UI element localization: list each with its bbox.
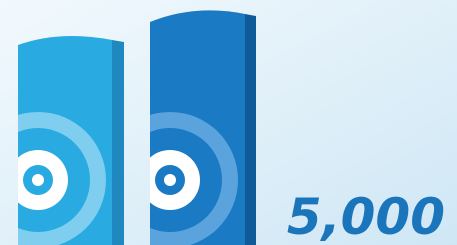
left-edge (112, 40, 124, 245)
count-label: 5,000 (287, 188, 445, 245)
illustration: 5,000 (0, 0, 457, 245)
center-dot (164, 174, 176, 186)
left-icon (0, 36, 124, 245)
center-dot (32, 174, 44, 186)
right-edge (245, 14, 256, 245)
page: 5,000 (() => { const data = JSON.parse(d… (0, 0, 457, 245)
